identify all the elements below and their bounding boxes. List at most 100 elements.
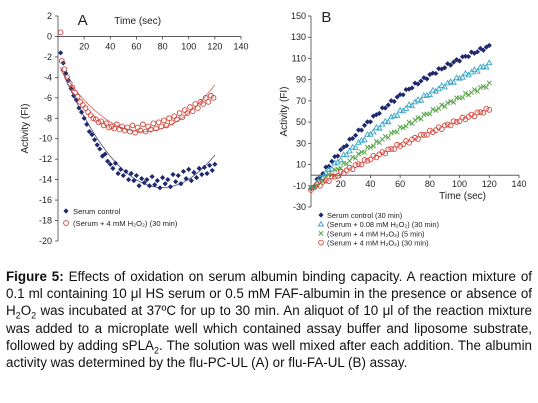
panel-b-point-serum-4-mm-h-o-30-min	[328, 173, 335, 180]
panel-b-point-serum-0-08-mm-h-o-30-min	[376, 124, 383, 131]
panel-a-point-serum-4-mm-h-o-30-min	[64, 74, 71, 81]
panel-a-point-serum-4-mm-h-o-30-min	[179, 114, 186, 121]
panel-a-point-serum-control	[141, 180, 147, 186]
panel-b-point-serum-4-mm-h-o-30-min	[418, 131, 424, 138]
panel-b-point-serum-4-mm-h-o-30-min	[468, 111, 475, 118]
panel-a-point-serum-4-mm-h-o-30-min	[192, 101, 199, 107]
panel-b-point-serum-4-mm-h-o-5-min	[448, 98, 454, 104]
panel-b-point-serum-4-mm-h-o-30-min	[424, 131, 430, 138]
panel-a-point-serum-control	[165, 177, 171, 183]
panel-b-point-serum-0-08-mm-h-o-30-min	[417, 96, 425, 103]
panel-b-point-serum-control-30-min	[367, 119, 374, 125]
panel-b-legend-label: (Serum + 4 mM H₂O₂) (5 min)	[327, 229, 425, 238]
panel-b-point-serum-control-30-min	[397, 91, 403, 98]
panel-b-y-tick-label: 150	[291, 11, 306, 21]
panel-b-point-serum-4-mm-h-o-5-min	[335, 166, 341, 172]
panel-b-point-serum-4-mm-h-o-30-min	[397, 143, 403, 149]
panel-a-legend-label: Serum control	[73, 207, 121, 216]
panel-a-point-serum-4-mm-h-o-30-min	[90, 115, 97, 122]
panel-b-x-tick-label: 60	[395, 179, 405, 189]
panel-a-y-tick-label: -8	[44, 113, 52, 123]
panel-b-point-serum-4-mm-h-o-30-min	[317, 182, 323, 189]
panel-a-point-serum-control	[193, 174, 200, 181]
panel-b-point-serum-0-08-mm-h-o-30-min	[471, 66, 478, 73]
panel-a-point-serum-4-mm-h-o-30-min	[153, 125, 159, 132]
panel-b-point-serum-4-mm-h-o-30-min	[391, 146, 398, 152]
caption-sub-1: 2	[15, 311, 21, 322]
panel-b-point-serum-4-mm-h-o-30-min	[325, 178, 332, 184]
panel-b-point-serum-4-mm-h-o-30-min	[331, 173, 338, 180]
panel-a-legend-label: (Serum + 4 mM H₂O₂) (30 min)	[73, 219, 178, 228]
panel-b-point-serum-control-30-min	[418, 78, 424, 84]
panel-b-point-serum-4-mm-h-o-5-min	[382, 133, 388, 139]
panel-b-legend-marker	[318, 239, 324, 246]
panel-b-point-serum-control-30-min	[382, 105, 388, 111]
panel-b-point-serum-control-30-min	[483, 44, 489, 50]
panel-b-point-serum-control-30-min	[352, 132, 359, 138]
panel-b-point-serum-control-30-min	[370, 113, 376, 119]
panel-a-point-serum-control	[144, 177, 150, 183]
panel-b-point-serum-4-mm-h-o-30-min	[358, 161, 365, 168]
panel-a-x-tick-label: 120	[207, 41, 222, 51]
panel-a-point-serum-control	[76, 105, 82, 111]
panel-b-point-serum-4-mm-h-o-30-min	[474, 109, 481, 116]
panel-a-point-serum-4-mm-h-o-30-min	[132, 129, 138, 136]
panel-b-point-serum-4-mm-h-o-30-min	[486, 107, 493, 113]
panel-b-point-serum-0-08-mm-h-o-30-min	[483, 63, 490, 70]
panel-b-point-serum-control-30-min	[409, 85, 415, 91]
panel-b-point-serum-0-08-mm-h-o-30-min	[346, 147, 353, 154]
panel-a-point-serum-control	[186, 166, 192, 173]
panel-b-point-serum-4-mm-h-o-5-min	[445, 100, 451, 106]
panel-b-point-serum-4-mm-h-o-30-min	[438, 126, 445, 132]
panel-b-point-serum-4-mm-h-o-5-min	[394, 129, 400, 135]
panel-b-point-serum-control-30-min	[445, 61, 451, 67]
panel-a-point-serum-4-mm-h-o-30-min	[155, 119, 162, 126]
panel-a-point-serum-control	[92, 137, 98, 143]
panel-b-point-serum-0-08-mm-h-o-30-min	[373, 123, 380, 130]
panel-b-point-serum-0-08-mm-h-o-30-min	[343, 151, 350, 158]
panel-a-point-serum-control	[133, 172, 140, 179]
panel-b-point-serum-4-mm-h-o-30-min	[444, 121, 451, 128]
panel-b-point-serum-4-mm-h-o-30-min	[456, 118, 463, 125]
panel-b-point-serum-control-30-min	[474, 49, 480, 55]
panel-b-point-serum-control-30-min	[433, 70, 439, 77]
panel-b-point-serum-0-08-mm-h-o-30-min	[384, 118, 392, 125]
panel-a-point-serum-4-mm-h-o-30-min	[61, 66, 68, 73]
panel-b-point-serum-4-mm-h-o-5-min	[427, 111, 433, 117]
panel-a-point-serum-control	[199, 171, 205, 178]
panel-a-point-serum-control	[154, 178, 160, 184]
panel-b-legend-marker	[318, 212, 324, 218]
panel-a-trendline-2	[60, 69, 216, 133]
panel-a-point-serum-4-mm-h-o-30-min	[127, 128, 133, 135]
panel-b-point-serum-0-08-mm-h-o-30-min	[462, 69, 469, 76]
panel-b-point-serum-0-08-mm-h-o-30-min	[438, 82, 446, 88]
panel-b-point-serum-4-mm-h-o-30-min	[352, 162, 359, 168]
panel-a-point-serum-control	[159, 174, 166, 181]
panel-b-point-serum-4-mm-h-o-5-min	[418, 116, 424, 122]
panel-b-point-serum-0-08-mm-h-o-30-min	[382, 117, 389, 124]
panel-a-point-serum-control	[120, 172, 126, 179]
panel-b-point-serum-4-mm-h-o-30-min	[459, 114, 466, 121]
panel-a-point-serum-control	[152, 182, 158, 188]
panel-a-y-tick-label: 0	[47, 31, 52, 41]
panel-a-point-serum-4-mm-h-o-30-min	[171, 113, 178, 120]
panel-b-point-serum-control-30-min	[415, 81, 421, 87]
panel-a-point-serum-4-mm-h-o-30-min	[124, 124, 131, 131]
panel-b-point-serum-4-mm-h-o-5-min	[451, 99, 457, 105]
panel-a-point-serum-4-mm-h-o-30-min	[202, 94, 209, 101]
panel-a-point-serum-4-mm-h-o-30-min	[145, 123, 152, 130]
panel-a-point-serum-4-mm-h-o-30-min	[142, 128, 149, 135]
panel-a-y-tick-label: 2	[47, 11, 52, 21]
panel-b-point-serum-control-30-min	[421, 75, 427, 81]
panel-a-point-serum-4-mm-h-o-30-min	[187, 104, 193, 110]
panel-a-point-serum-4-mm-h-o-30-min	[168, 119, 175, 126]
panel-b-point-serum-0-08-mm-h-o-30-min	[450, 78, 457, 85]
panel-a-legend-marker	[63, 220, 69, 226]
panel-b-point-serum-control-30-min	[394, 94, 400, 100]
panel-b-point-serum-4-mm-h-o-30-min	[382, 150, 389, 157]
panel-b-point-serum-4-mm-h-o-5-min	[480, 84, 486, 90]
panel-b-legend-label: Serum control (30 min)	[327, 211, 402, 220]
panel-b-point-serum-0-08-mm-h-o-30-min	[447, 78, 454, 85]
panel-b-y-tick-label: -10	[293, 181, 306, 191]
panel-a-point-serum-4-mm-h-o-30-min	[79, 102, 86, 108]
